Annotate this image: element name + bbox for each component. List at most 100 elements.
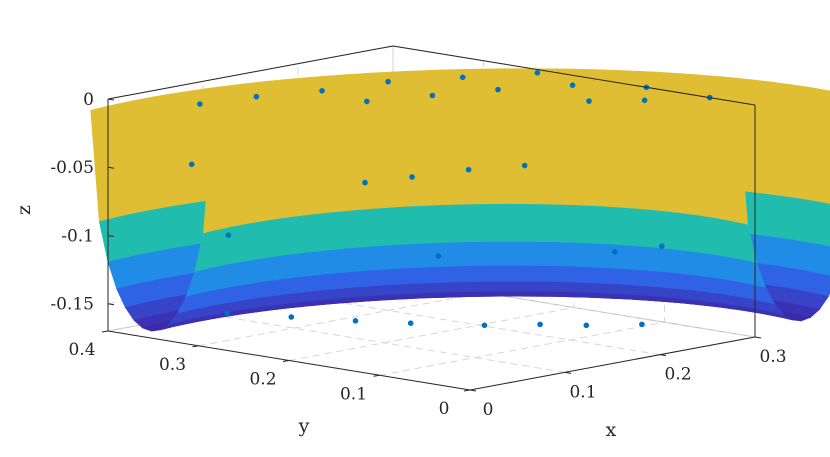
surface-patch [729,112,748,225]
surface-patch [544,241,564,267]
data-point [583,322,590,329]
surface-patch [509,94,527,205]
surface-patch [478,203,497,242]
surface-patch [392,267,413,285]
z-axis-label: z [13,205,35,215]
x-tick-mark [469,389,477,392]
surface-patch [494,203,513,242]
z-tick-label: -0.05 [50,158,94,178]
data-point [364,98,370,105]
surface-patch [375,268,396,287]
data-point [362,179,368,186]
data-point [253,93,260,100]
data-point [534,70,541,76]
data-point [641,97,648,104]
surface-patch [529,265,550,282]
surface-patch [378,244,398,271]
data-point [481,322,488,329]
scatter-points [188,70,713,329]
y-axis-label: y [298,415,310,437]
surface-patch [493,94,512,205]
surface-patch [461,281,481,292]
surface-patch [461,265,481,283]
surface-patch [425,281,446,294]
surface-patch [407,282,428,294]
surface-patch [381,206,401,246]
data-point [659,243,665,249]
x-tick-label: 0 [483,400,494,420]
tick-labels: 0 0.1 0.2 0.3 0 0.1 0.2 0.3 0.4 0 -0.05 -0.1 -0.15 [50,90,786,420]
surface-patch [462,95,480,205]
surface-patch [430,95,449,206]
surface-patch [496,264,515,282]
surface-patch [526,203,545,242]
y-tick-label: 0 [439,399,450,419]
data-point [225,232,232,238]
surface-patch [515,290,537,297]
y-tick-mark [463,389,471,392]
surface-patch [462,203,480,243]
y-tick-mark [192,345,199,348]
surface-patch [394,243,414,269]
floor-front-edges [107,330,756,391]
data-point [288,314,295,320]
z-tick-label: -0.15 [50,295,94,315]
surface-patch [479,290,500,297]
surface-patch [479,264,498,282]
data-point [465,166,472,173]
surface-patch [514,280,535,292]
surface-patch [527,241,548,266]
z-tick-mark [107,98,115,101]
data-point [385,78,391,85]
data-point [537,321,543,328]
surface-patch [524,94,543,205]
surface-patch [533,290,555,297]
top-right-edge [392,45,756,106]
surface-patch [497,290,518,297]
surface-patch [511,240,531,266]
x-tick-label: 0.2 [664,365,691,385]
y-tick-label: 0.4 [68,340,95,360]
surface-patch [413,204,432,245]
data-point [459,74,466,81]
data-point [586,98,592,104]
surface-patch [479,280,499,292]
surface-patch [444,265,463,283]
data-point [188,161,195,168]
data-point [521,162,528,169]
surface-patch [445,203,464,243]
surface-patch [442,291,463,298]
surface-patch [478,94,496,205]
surface-patch [446,95,464,205]
surface-patch [495,240,514,266]
data-point [612,249,618,255]
surface-patch [478,241,497,266]
data-point [409,174,415,180]
surface-patch [397,205,416,245]
data-point [435,253,442,259]
y-tick-label: 0.2 [249,370,276,390]
surface-patch [531,280,552,292]
y-tick-label: 0.1 [340,384,367,404]
surface-patch [461,290,481,297]
surface-patch [429,204,448,244]
surface-patch [541,203,561,243]
surface-patch [496,280,517,292]
data-point [407,320,414,327]
surface-patch [510,203,529,242]
surface-patch [427,266,446,284]
data-point [319,88,325,94]
data-point [224,310,230,317]
top-left-edge [107,45,394,100]
surface-patch [411,242,431,269]
surface-patch [399,97,418,208]
z-tick-label: 0 [83,90,94,110]
x-tick-label: 0.3 [759,347,786,367]
surface-patch [390,283,411,295]
x-tick-mark [564,371,572,374]
surface-patch [546,265,567,283]
surface-patch [462,241,480,267]
data-point [429,92,436,99]
surface-patch [372,284,394,296]
